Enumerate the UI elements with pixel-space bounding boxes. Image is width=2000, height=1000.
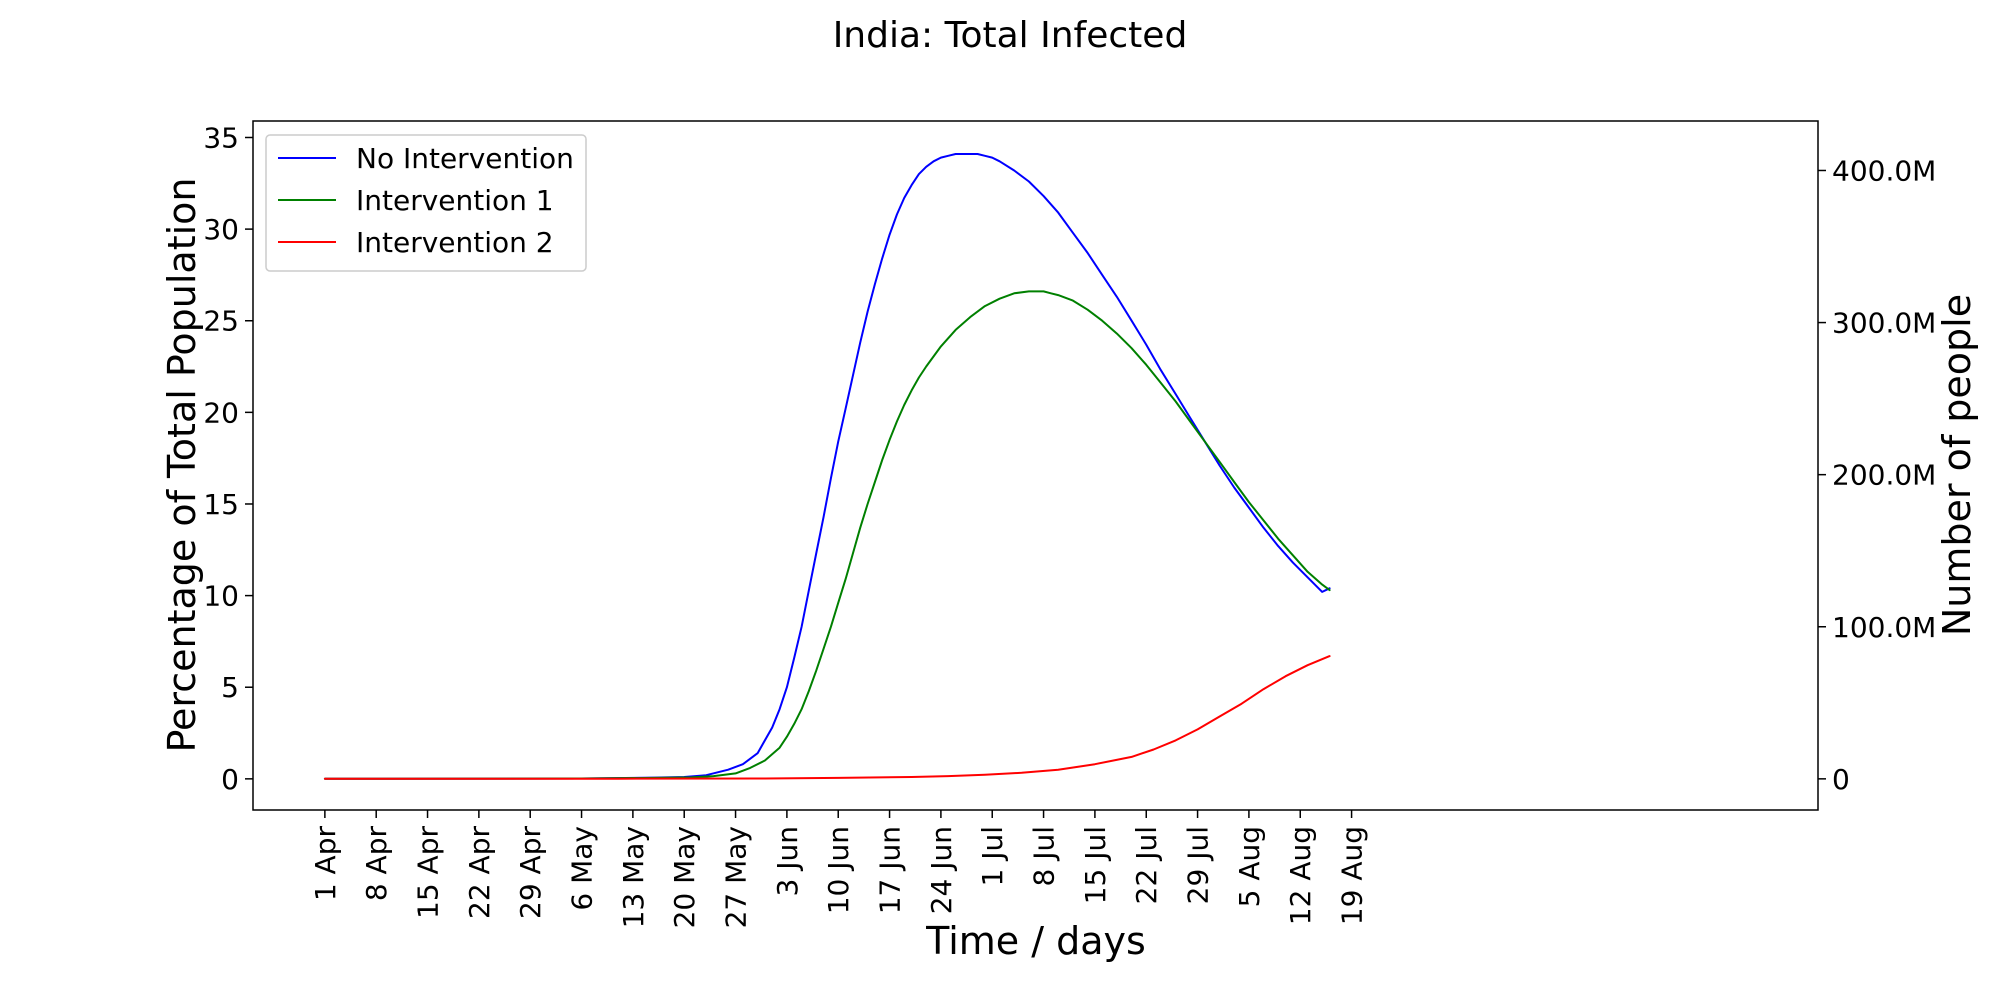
right-tick-label: 0 [1832, 763, 1850, 796]
x-tick-label: 12 Aug [1284, 826, 1317, 925]
legend-label-intervention-1: Intervention 1 [356, 184, 554, 217]
series-lines [323, 153, 1331, 780]
x-tick-label: 13 May [617, 826, 650, 928]
right-tick-label: 100.0M [1832, 611, 1936, 644]
x-tick-label: 29 Apr [514, 826, 547, 919]
x-tick-label: 10 Jun [822, 826, 855, 914]
x-tick-label: 24 Jun [925, 826, 958, 914]
x-tick-label: 1 Apr [309, 826, 342, 902]
y-tick-label: 10 [203, 580, 239, 613]
y-tick-label: 0 [221, 763, 239, 796]
axes [252, 120, 1819, 811]
y-tick-label: 35 [203, 121, 239, 154]
x-tick-label: 20 May [668, 826, 701, 928]
right-tick-label: 300.0M [1832, 307, 1936, 340]
x-tick-label: 22 Jul [1130, 826, 1163, 904]
x-axis-ticks: 1 Apr 8 Apr 15 Apr 22 Apr 29 Apr 6 May 13 May 2… [309, 810, 1369, 928]
right-tick-label: 400.0M [1832, 154, 1936, 187]
x-tick-label: 3 Jun [771, 826, 804, 896]
right-tick-label: 200.0M [1832, 459, 1936, 492]
x-tick-label: 15 Apr [412, 826, 445, 919]
x-tick-label: 6 May [566, 826, 599, 911]
y-tick-label: 15 [203, 488, 239, 521]
y-tick-label: 5 [221, 671, 239, 704]
x-tick-label: 8 Jul [1028, 826, 1061, 887]
series-line-intervention-1 [323, 290, 1331, 780]
x-tick-label: 27 May [720, 826, 753, 928]
series-line-no-intervention [323, 153, 1331, 780]
x-tick-label: 8 Apr [360, 826, 393, 902]
x-axis-label: Time / days [925, 919, 1146, 963]
x-tick-label: 1 Jul [976, 826, 1009, 887]
x-tick-label: 22 Apr [463, 826, 496, 919]
chart-title: India: Total Infected [833, 15, 1188, 56]
x-tick-label: 15 Jul [1079, 826, 1112, 904]
x-tick-label: 29 Jul [1182, 826, 1215, 904]
plot-area-frame [252, 120, 1819, 811]
y-axis-ticks: 0 5 10 15 20 25 30 35 [203, 121, 253, 796]
x-tick-label: 5 Aug [1233, 826, 1266, 907]
y-axis-label: Percentage of Total Population [160, 177, 204, 752]
x-tick-label: 19 Aug [1336, 826, 1369, 925]
y-tick-label: 25 [203, 305, 239, 338]
legend: No Intervention Intervention 1 Interventio… [265, 134, 587, 272]
series-line-intervention-2 [323, 655, 1331, 780]
legend-frame [265, 134, 587, 272]
legend-label-intervention-2: Intervention 2 [356, 226, 554, 259]
y-tick-label: 20 [203, 396, 239, 429]
x-tick-label: 17 Jun [874, 826, 907, 914]
y-tick-label: 30 [203, 213, 239, 246]
right-axis-ticks: 0 100.0M 200.0M 300.0M 400.0M [1818, 154, 1936, 796]
legend-label-no-intervention: No Intervention [356, 142, 574, 175]
right-axis-label: Number of people [1935, 294, 1979, 636]
